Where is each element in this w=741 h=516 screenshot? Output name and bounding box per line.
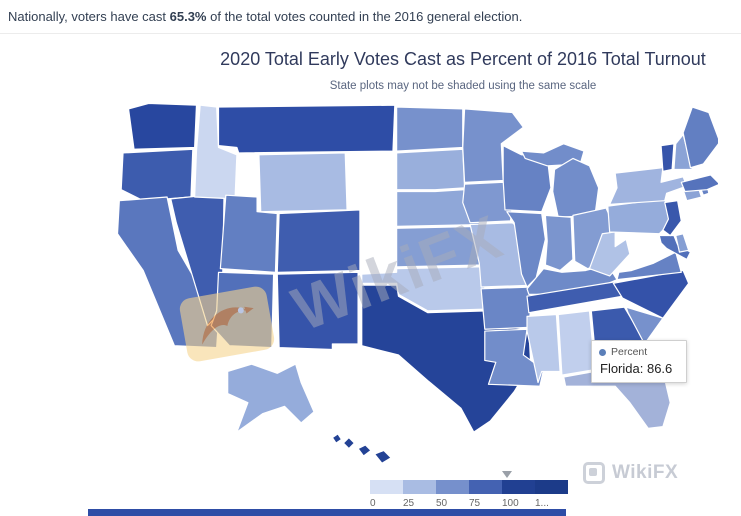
legend-swatch: [535, 480, 568, 494]
state-mi[interactable]: [552, 157, 600, 218]
state-ak[interactable]: [227, 363, 315, 433]
legend-swatch: [469, 480, 502, 494]
chart-subtitle: State plots may not be shaded using the …: [329, 80, 597, 92]
legend-swatch: [403, 480, 436, 494]
map-tooltip: Percent Florida: 86.6: [591, 340, 687, 383]
legend-swatches: [370, 480, 568, 494]
legend-swatch: [370, 480, 403, 494]
state-nd[interactable]: [396, 106, 464, 152]
state-ny[interactable]: [609, 167, 688, 205]
us-choropleth-map[interactable]: [112, 96, 718, 478]
summary-suffix: of the total votes counted in the 2016 g…: [206, 9, 523, 24]
state-id[interactable]: [194, 104, 238, 200]
series-dot-icon: [599, 348, 606, 356]
state-hi[interactable]: [331, 433, 343, 444]
legend-tick-label: 0: [370, 498, 376, 509]
legend-tick-label: 1...: [535, 498, 549, 509]
state-va[interactable]: [616, 251, 682, 281]
state-ma[interactable]: [680, 174, 718, 193]
state-mt[interactable]: [217, 104, 396, 154]
state-vt[interactable]: [660, 143, 675, 172]
state-wa[interactable]: [127, 102, 198, 150]
legend-swatch: [502, 480, 535, 494]
state-wv[interactable]: [588, 231, 631, 277]
state-or[interactable]: [120, 148, 194, 202]
legend-tick-label: 50: [436, 498, 448, 509]
legend-tick-label: 25: [403, 498, 415, 509]
state-in[interactable]: [544, 214, 574, 272]
bottom-blue-bar: [88, 509, 566, 516]
tooltip-value: Florida: 86.6: [600, 361, 673, 376]
state-az[interactable]: [210, 271, 275, 349]
state-nj[interactable]: [662, 200, 682, 237]
summary-prefix: Nationally, voters have cast: [8, 9, 170, 24]
state-nh[interactable]: [673, 133, 693, 171]
legend-labels: 0 25 50 75 100 1...: [370, 498, 568, 509]
state-md[interactable]: [658, 234, 692, 261]
state-hi[interactable]: [357, 444, 372, 457]
wikifx-logo-icon: [583, 462, 605, 484]
legend-tick-label: 75: [469, 498, 481, 509]
state-ar[interactable]: [480, 286, 534, 330]
state-de[interactable]: [675, 233, 690, 253]
state-al[interactable]: [557, 310, 596, 376]
national-summary: Nationally, voters have cast 65.3% of th…: [0, 0, 741, 34]
tooltip-series-label: Percent: [611, 346, 648, 358]
wikifx-logo-text: WikiFX: [612, 462, 679, 483]
legend-tick-label: 100: [502, 498, 519, 509]
state-co[interactable]: [276, 209, 361, 273]
state-ms[interactable]: [526, 313, 561, 384]
state-mn[interactable]: [462, 108, 524, 183]
state-nm[interactable]: [276, 271, 359, 351]
state-la[interactable]: [484, 328, 545, 387]
state-ut[interactable]: [219, 194, 278, 273]
state-ok[interactable]: [361, 266, 488, 312]
state-me[interactable]: [682, 106, 718, 169]
state-wy[interactable]: [258, 152, 348, 213]
legend-hover-marker-icon: [502, 471, 513, 478]
legend-swatch: [436, 480, 469, 494]
wikifx-corner-logo: WikiFX: [583, 462, 678, 484]
state-sd[interactable]: [396, 148, 466, 191]
state-hi[interactable]: [342, 436, 355, 450]
summary-value: 65.3%: [169, 9, 207, 24]
state-ks[interactable]: [396, 225, 484, 268]
color-legend: 0 25 50 75 100 1...: [370, 471, 568, 509]
chart-title: 2020 Total Early Votes Cast as Percent o…: [220, 49, 706, 69]
state-mi[interactable]: [520, 143, 585, 167]
state-hi[interactable]: [374, 449, 392, 464]
